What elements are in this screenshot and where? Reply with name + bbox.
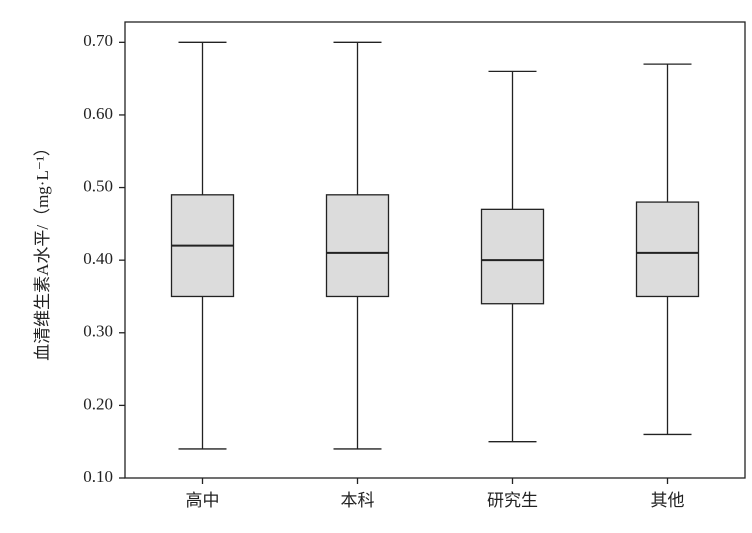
x-tick-label: 高中 [186, 491, 220, 510]
y-tick-label: 0.70 [83, 31, 113, 50]
box [480, 208, 545, 305]
y-tick-label: 0.60 [83, 104, 113, 123]
box [325, 194, 390, 298]
x-tick-label: 本科 [341, 491, 375, 510]
y-tick-label: 0.50 [83, 176, 113, 195]
box [635, 201, 700, 298]
y-tick-label: 0.20 [83, 394, 113, 413]
y-tick-label: 0.40 [83, 249, 113, 268]
x-tick-label: 研究生 [487, 491, 538, 510]
y-tick-label: 0.10 [83, 467, 113, 486]
x-tick-label: 其他 [651, 491, 685, 510]
y-axis-label: 血清维生素A水平/（mg·L⁻¹） [33, 139, 52, 361]
plot-frame [124, 21, 746, 479]
y-tick-label: 0.30 [83, 322, 113, 341]
